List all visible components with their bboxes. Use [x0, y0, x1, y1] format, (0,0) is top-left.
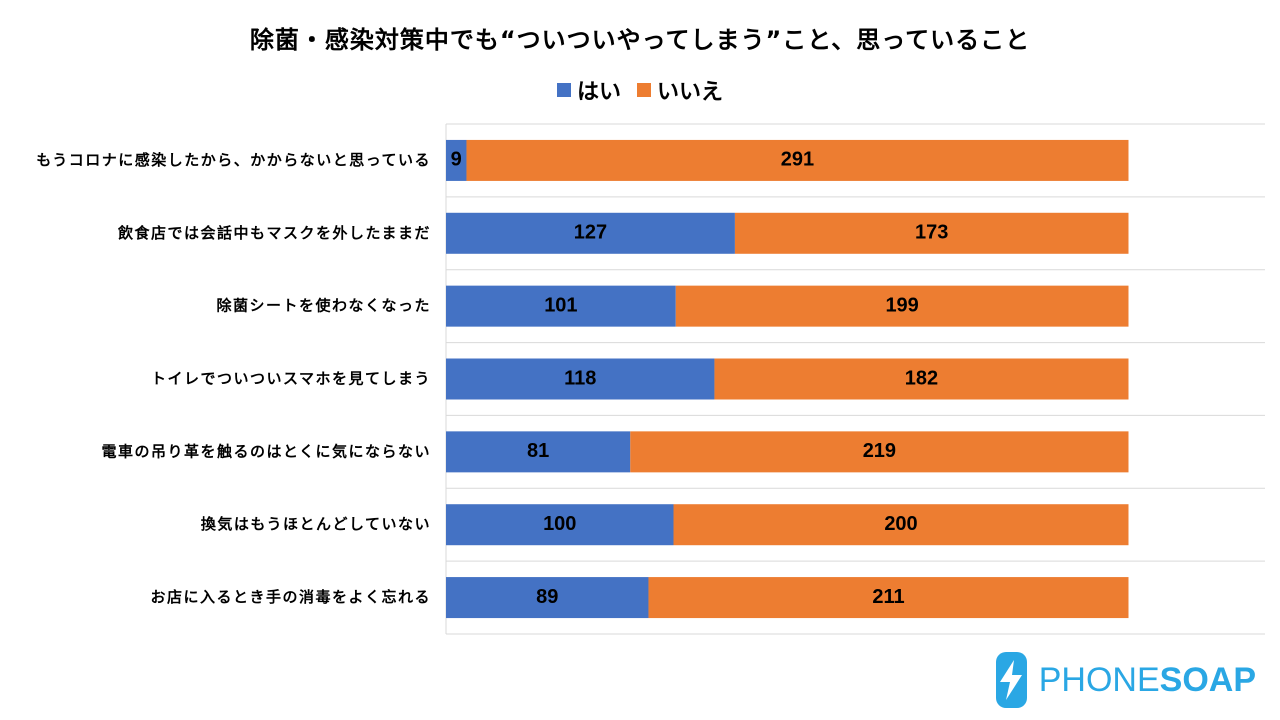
- legend-label-no: いいえ: [657, 80, 724, 105]
- data-label-yes: 81: [527, 440, 549, 462]
- data-label-no: 182: [905, 367, 938, 389]
- data-label-no: 173: [915, 222, 948, 244]
- data-label-no: 200: [884, 513, 917, 535]
- bar-yes: [446, 285, 676, 327]
- bar-no: [714, 358, 1129, 400]
- category-label: トイレでついついスマホを見てしまう: [151, 370, 431, 388]
- bar-no: [630, 431, 1129, 473]
- category-label: 除菌シートを使わなくなった: [216, 297, 431, 315]
- category-label: もうコロナに感染したから、かからないと思っている: [36, 151, 431, 169]
- legend-swatch-no: [637, 83, 651, 97]
- bar-no: [675, 285, 1129, 327]
- bar-yes: [446, 504, 674, 546]
- legend-swatch-yes: [556, 83, 571, 97]
- bar-yes: [446, 139, 467, 181]
- data-label-no: 219: [863, 440, 896, 462]
- logo-text-phone: PHONE: [1038, 660, 1160, 699]
- data-label-no: 291: [781, 149, 814, 171]
- bar-yes: [446, 212, 735, 254]
- logo-text: PHONESOAP: [1039, 661, 1256, 700]
- bar-no: [734, 212, 1129, 254]
- data-label-yes: 118: [564, 367, 596, 389]
- bar-no: [648, 577, 1129, 619]
- lightning-bolt-icon: [996, 652, 1027, 708]
- category-label: お店に入るとき手の消毒をよく忘れる: [150, 588, 431, 606]
- legend-label-yes: はい: [576, 80, 621, 105]
- legend: はい いいえ: [0, 74, 1280, 106]
- category-label: 換気はもうほとんどしていない: [201, 515, 431, 533]
- data-label-yes: 101: [544, 294, 577, 316]
- phonesoap-logo: PHONESOAP: [996, 652, 1256, 708]
- logo-text-soap: SOAP: [1159, 660, 1256, 699]
- bar-yes: [446, 431, 631, 473]
- data-label-no: 199: [885, 294, 918, 316]
- bar-yes: [446, 577, 649, 619]
- bar-no: [673, 504, 1129, 546]
- chart-title: 除菌・感染対策中でも“ついついやってしまう”こと、思っていること: [249, 26, 1031, 54]
- data-label-no: 211: [872, 586, 904, 608]
- data-label-yes: 100: [543, 513, 576, 535]
- data-label-yes: 127: [574, 222, 607, 244]
- data-label-yes: 9: [451, 149, 462, 171]
- category-label: 飲食店では会話中もマスクを外したままだ: [117, 224, 431, 242]
- bar-yes: [446, 358, 715, 400]
- legend-item-yes: はい: [556, 74, 621, 106]
- legend-item-no: いいえ: [637, 74, 723, 106]
- bar-no: [466, 139, 1129, 181]
- category-label: 電車の吊り革を触るのはとくに気にならない: [101, 442, 431, 460]
- data-label-yes: 89: [536, 586, 558, 608]
